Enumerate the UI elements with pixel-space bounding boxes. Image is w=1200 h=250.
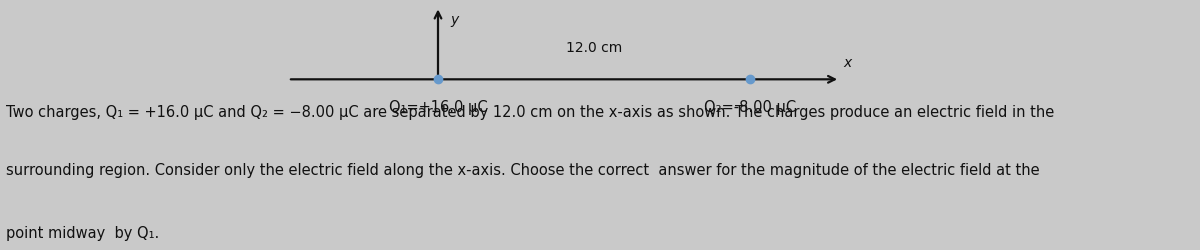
Text: Q₂=-8.00 μC: Q₂=-8.00 μC	[704, 100, 796, 115]
Text: x: x	[844, 56, 852, 70]
Text: Two charges, Q₁ = +16.0 μC and Q₂ = −8.00 μC are separated by 12.0 cm on the x-a: Two charges, Q₁ = +16.0 μC and Q₂ = −8.0…	[6, 105, 1055, 120]
Text: y: y	[450, 12, 458, 26]
Text: Q₁=+16.0 μC: Q₁=+16.0 μC	[389, 100, 487, 115]
Text: 12.0 cm: 12.0 cm	[566, 41, 622, 55]
Text: point midway  by Q₁.: point midway by Q₁.	[6, 225, 160, 240]
Text: surrounding region. Consider only the electric field along the x-axis. Choose th: surrounding region. Consider only the el…	[6, 162, 1039, 178]
